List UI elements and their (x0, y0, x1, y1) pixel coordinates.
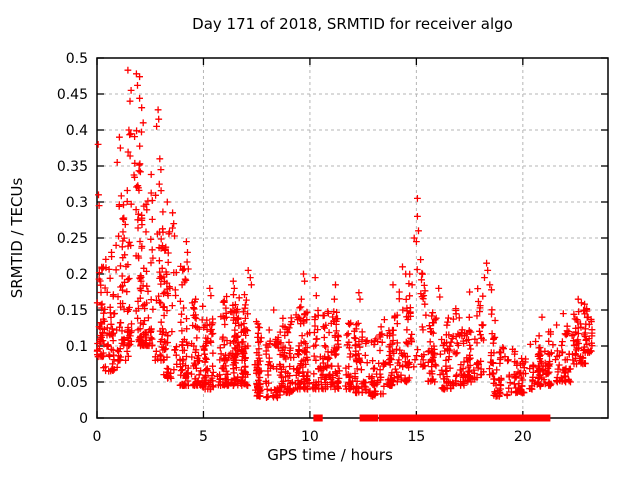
svg-text:0.3: 0.3 (66, 195, 88, 211)
svg-text:0.25: 0.25 (57, 231, 88, 247)
svg-text:0.1: 0.1 (66, 339, 88, 355)
chart-title: Day 171 of 2018, SRMTID for receiver alg… (192, 15, 513, 33)
svg-text:0: 0 (93, 429, 102, 445)
svg-text:10: 10 (301, 429, 319, 445)
svg-text:0.4: 0.4 (66, 123, 88, 139)
svg-text:5: 5 (199, 429, 208, 445)
svg-text:0.35: 0.35 (57, 159, 88, 175)
svg-text:0.05: 0.05 (57, 375, 88, 391)
svg-text:0.2: 0.2 (66, 267, 88, 283)
svg-text:0.45: 0.45 (57, 87, 88, 103)
svg-text:0.5: 0.5 (66, 51, 88, 67)
svg-text:20: 20 (514, 429, 532, 445)
x-axis-label: GPS time / hours (267, 446, 393, 464)
svg-text:0: 0 (79, 411, 88, 427)
svg-text:15: 15 (407, 429, 425, 445)
y-axis-label: SRMTID / TECUs (8, 177, 26, 299)
svg-text:0.15: 0.15 (57, 303, 88, 319)
